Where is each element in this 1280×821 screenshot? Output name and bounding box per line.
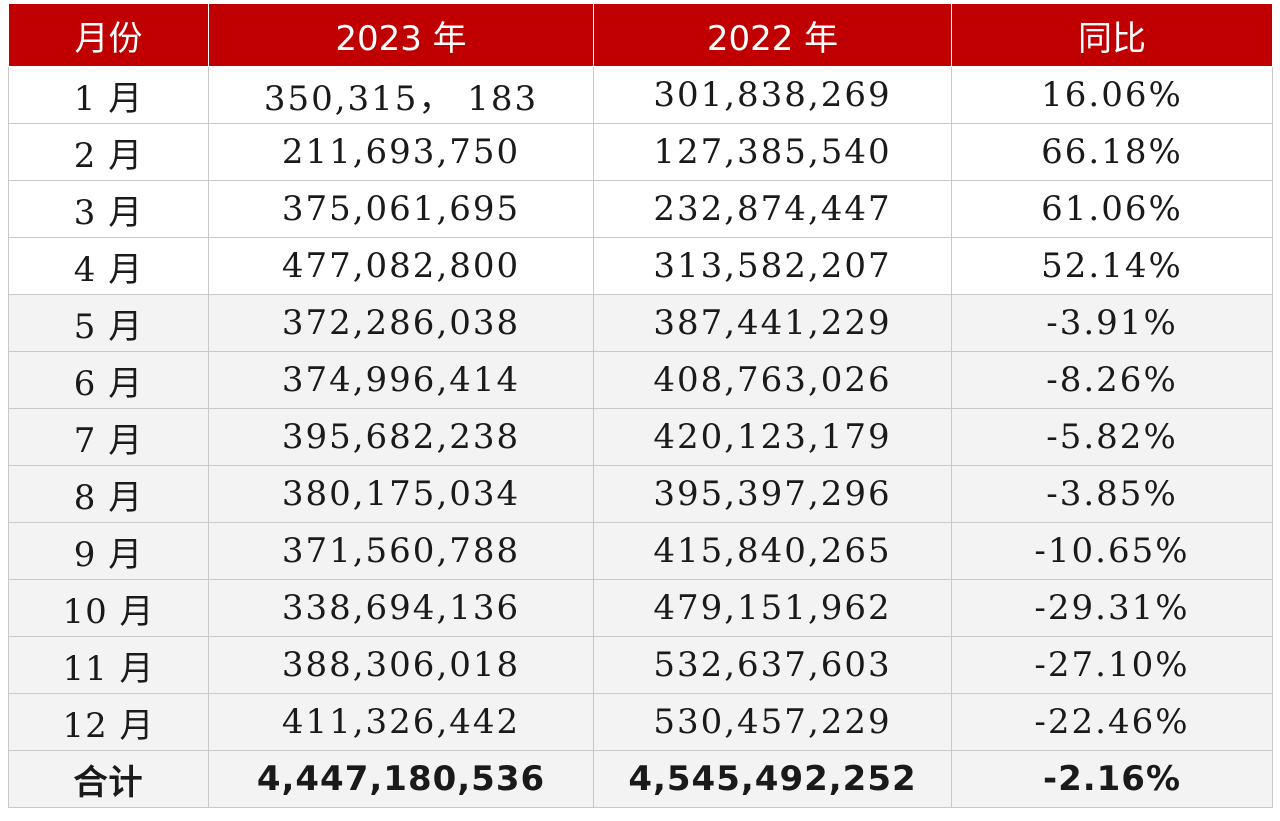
cell-2023: 338,694,136 — [208, 579, 594, 637]
table-row: 1 月 350,315， 183 301,838,269 16.06% — [8, 66, 1273, 124]
total-2023: 4,447,180,536 — [208, 750, 594, 808]
table-row: 9 月 371,560,788 415,840,265 -10.65% — [8, 522, 1273, 580]
table-row: 7 月 395,682,238 420,123,179 -5.82% — [8, 408, 1273, 466]
cell-2022: 395,397,296 — [593, 465, 952, 523]
cell-2023: 372,286,038 — [208, 294, 594, 352]
header-row: 月份 2023 年 2022 年 同比 — [8, 4, 1273, 67]
cell-2022: 387,441,229 — [593, 294, 952, 352]
cell-2023: 374,996,414 — [208, 351, 594, 409]
cell-2022: 420,123,179 — [593, 408, 952, 466]
cell-month: 2 月 — [8, 123, 209, 181]
cell-month: 9 月 — [8, 522, 209, 580]
cell-yoy: 52.14% — [951, 237, 1273, 295]
cell-2022: 301,838,269 — [593, 66, 952, 124]
cell-2023: 411,326,442 — [208, 693, 594, 751]
header-2023: 2023 年 — [208, 4, 594, 67]
table-body: 1 月 350,315， 183 301,838,269 16.06% 2 月 … — [8, 66, 1273, 808]
cell-month: 1 月 — [8, 66, 209, 124]
cell-2022: 232,874,447 — [593, 180, 952, 238]
cell-month: 6 月 — [8, 351, 209, 409]
cell-2022: 530,457,229 — [593, 693, 952, 751]
header-2022: 2022 年 — [593, 4, 952, 67]
header-month: 月份 — [8, 4, 209, 67]
table-row: 5 月 372,286,038 387,441,229 -3.91% — [8, 294, 1273, 352]
cell-2023: 477,082,800 — [208, 237, 594, 295]
cell-2023: 371,560,788 — [208, 522, 594, 580]
cell-2022: 313,582,207 — [593, 237, 952, 295]
cell-month: 3 月 — [8, 180, 209, 238]
cell-2023: 375,061,695 — [208, 180, 594, 238]
cell-month: 5 月 — [8, 294, 209, 352]
cell-2022: 127,385,540 — [593, 123, 952, 181]
total-yoy: -2.16% — [951, 750, 1273, 808]
table-header: 月份 2023 年 2022 年 同比 — [8, 4, 1273, 67]
header-yoy: 同比 — [951, 4, 1273, 67]
table-row: 2 月 211,693,750 127,385,540 66.18% — [8, 123, 1273, 181]
cell-2023: 395,682,238 — [208, 408, 594, 466]
cell-yoy: -5.82% — [951, 408, 1273, 466]
cell-2022: 408,763,026 — [593, 351, 952, 409]
cell-2023: 211,693,750 — [208, 123, 594, 181]
cell-yoy: -3.85% — [951, 465, 1273, 523]
cell-yoy: -22.46% — [951, 693, 1273, 751]
cell-2023: 388,306,018 — [208, 636, 594, 694]
cell-month: 11 月 — [8, 636, 209, 694]
cell-month: 4 月 — [8, 237, 209, 295]
cell-yoy: -3.91% — [951, 294, 1273, 352]
data-table-container: 月份 2023 年 2022 年 同比 1 月 350,315， 183 301… — [8, 4, 1273, 808]
table-row: 6 月 374,996,414 408,763,026 -8.26% — [8, 351, 1273, 409]
cell-2022: 479,151,962 — [593, 579, 952, 637]
cell-2023: 350,315， 183 — [208, 66, 594, 124]
cell-yoy: 66.18% — [951, 123, 1273, 181]
cell-yoy: -8.26% — [951, 351, 1273, 409]
cell-yoy: -29.31% — [951, 579, 1273, 637]
monthly-comparison-table: 月份 2023 年 2022 年 同比 1 月 350,315， 183 301… — [8, 4, 1273, 808]
cell-2022: 415,840,265 — [593, 522, 952, 580]
table-row: 3 月 375,061,695 232,874,447 61.06% — [8, 180, 1273, 238]
cell-month: 8 月 — [8, 465, 209, 523]
table-row: 8 月 380,175,034 395,397,296 -3.85% — [8, 465, 1273, 523]
total-2022: 4,545,492,252 — [593, 750, 952, 808]
cell-month: 12 月 — [8, 693, 209, 751]
cell-yoy: 61.06% — [951, 180, 1273, 238]
cell-month: 7 月 — [8, 408, 209, 466]
table-row: 10 月 338,694,136 479,151,962 -29.31% — [8, 579, 1273, 637]
table-row: 11 月 388,306,018 532,637,603 -27.10% — [8, 636, 1273, 694]
cell-month: 10 月 — [8, 579, 209, 637]
cell-2022: 532,637,603 — [593, 636, 952, 694]
total-row: 合计 4,447,180,536 4,545,492,252 -2.16% — [8, 750, 1273, 808]
table-row: 4 月 477,082,800 313,582,207 52.14% — [8, 237, 1273, 295]
cell-yoy: -27.10% — [951, 636, 1273, 694]
cell-yoy: 16.06% — [951, 66, 1273, 124]
table-row: 12 月 411,326,442 530,457,229 -22.46% — [8, 693, 1273, 751]
total-label: 合计 — [8, 750, 209, 808]
cell-2023: 380,175,034 — [208, 465, 594, 523]
cell-yoy: -10.65% — [951, 522, 1273, 580]
